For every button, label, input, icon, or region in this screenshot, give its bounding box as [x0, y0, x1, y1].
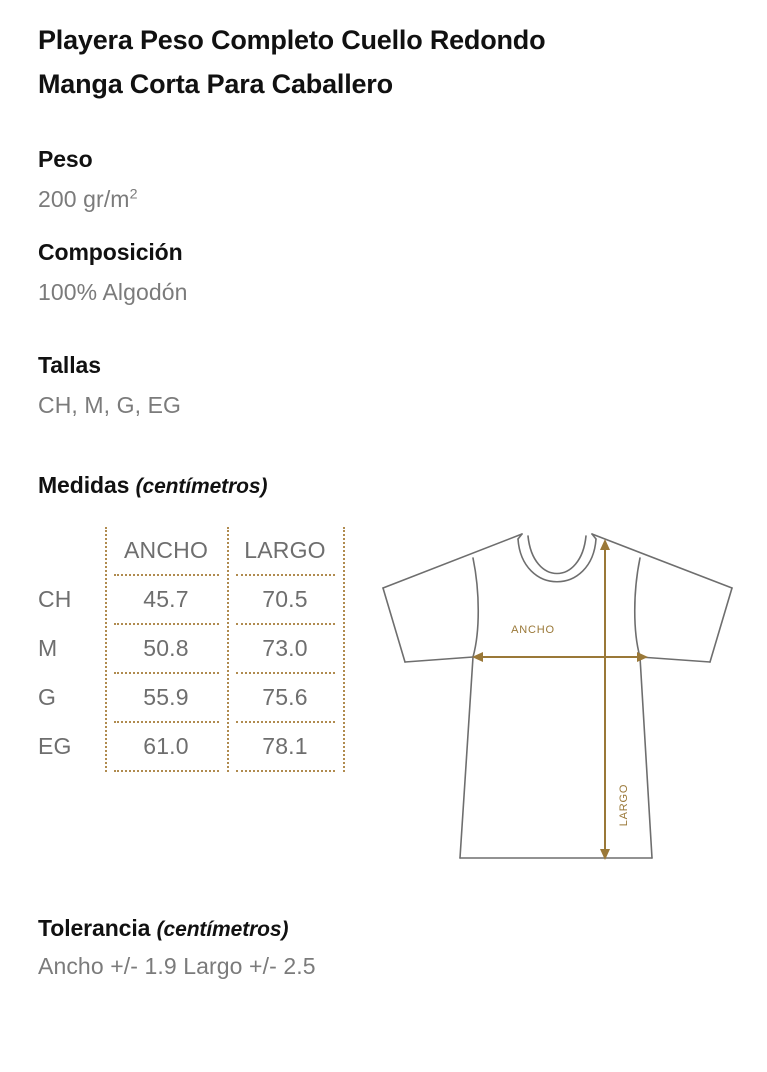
medidas-heading: Medidas (centímetros) [38, 472, 267, 499]
table-row-size-label: CH [38, 586, 72, 612]
table-horizontal-rule [236, 770, 335, 772]
table-cell-ancho: 55.9 [143, 684, 189, 710]
composicion-value: 100% Algodón [38, 279, 188, 305]
tolerancia-heading-unit: (centímetros) [156, 918, 289, 941]
table-gridlines [36, 527, 356, 772]
table-horizontal-rule [114, 721, 219, 723]
table-vertical-rule-3 [343, 527, 345, 772]
table-horizontal-rule [236, 721, 335, 723]
table-cell-ancho: 50.8 [143, 635, 189, 661]
table-horizontal-rule [236, 574, 335, 576]
peso-value-superscript: 2 [129, 186, 138, 203]
peso-value: 200 gr/m2 [38, 186, 138, 213]
tshirt-diagram: ANCHO LARGO [370, 520, 760, 880]
peso-value-number: 200 gr/m [38, 186, 130, 212]
table-cell-largo: 73.0 [262, 635, 308, 661]
table-cell-largo: 78.1 [262, 733, 308, 759]
table-vertical-rule-1 [105, 527, 107, 772]
tshirt-outline-icon [382, 533, 733, 859]
table-row-size-label: G [38, 684, 57, 710]
table-horizontal-rule [236, 623, 335, 625]
composicion-label: Composición [38, 239, 183, 265]
table-cell-largo: 70.5 [262, 586, 308, 612]
table-row-size-label: M [38, 635, 58, 661]
table-row-size-label: EG [38, 733, 72, 759]
table-horizontal-rule [114, 770, 219, 772]
table-horizontal-rule [114, 672, 219, 674]
peso-label: Peso [38, 146, 93, 172]
table-cell-ancho: 45.7 [143, 586, 189, 612]
tallas-label: Tallas [38, 352, 101, 378]
measurements-table: ANCHO LARGO CH 45.7 70.5 M 50.8 73.0 G 5… [36, 527, 356, 772]
largo-dimension-arrow [600, 539, 610, 860]
table-horizontal-rule [114, 623, 219, 625]
page-title-line-1: Playera Peso Completo Cuello Redondo [38, 25, 546, 55]
table-header-largo: LARGO [244, 537, 326, 563]
tolerancia-value: Ancho +/- 1.9 Largo +/- 2.5 [38, 953, 316, 979]
table-header-ancho: ANCHO [123, 537, 209, 563]
medidas-heading-unit: (centímetros) [135, 475, 268, 498]
table-cell-largo: 75.6 [262, 684, 308, 710]
table-cell-ancho: 61.0 [143, 733, 189, 759]
medidas-heading-text: Medidas [38, 472, 130, 498]
tallas-value: CH, M, G, EG [38, 392, 182, 418]
page-title-line-2: Manga Corta Para Caballero [38, 69, 393, 99]
ancho-dimension-arrow [472, 652, 648, 662]
ancho-dimension-label: ANCHO [511, 624, 555, 636]
tolerancia-heading-text: Tolerancia [38, 915, 151, 941]
page-title: Playera Peso Completo Cuello Redondo Man… [38, 18, 738, 106]
largo-dimension-label: LARGO [618, 784, 630, 827]
tolerancia-heading: Tolerancia (centímetros) [38, 915, 288, 942]
table-horizontal-rule [114, 574, 219, 576]
table-horizontal-rule [236, 672, 335, 674]
table-vertical-rule-2 [227, 527, 229, 772]
